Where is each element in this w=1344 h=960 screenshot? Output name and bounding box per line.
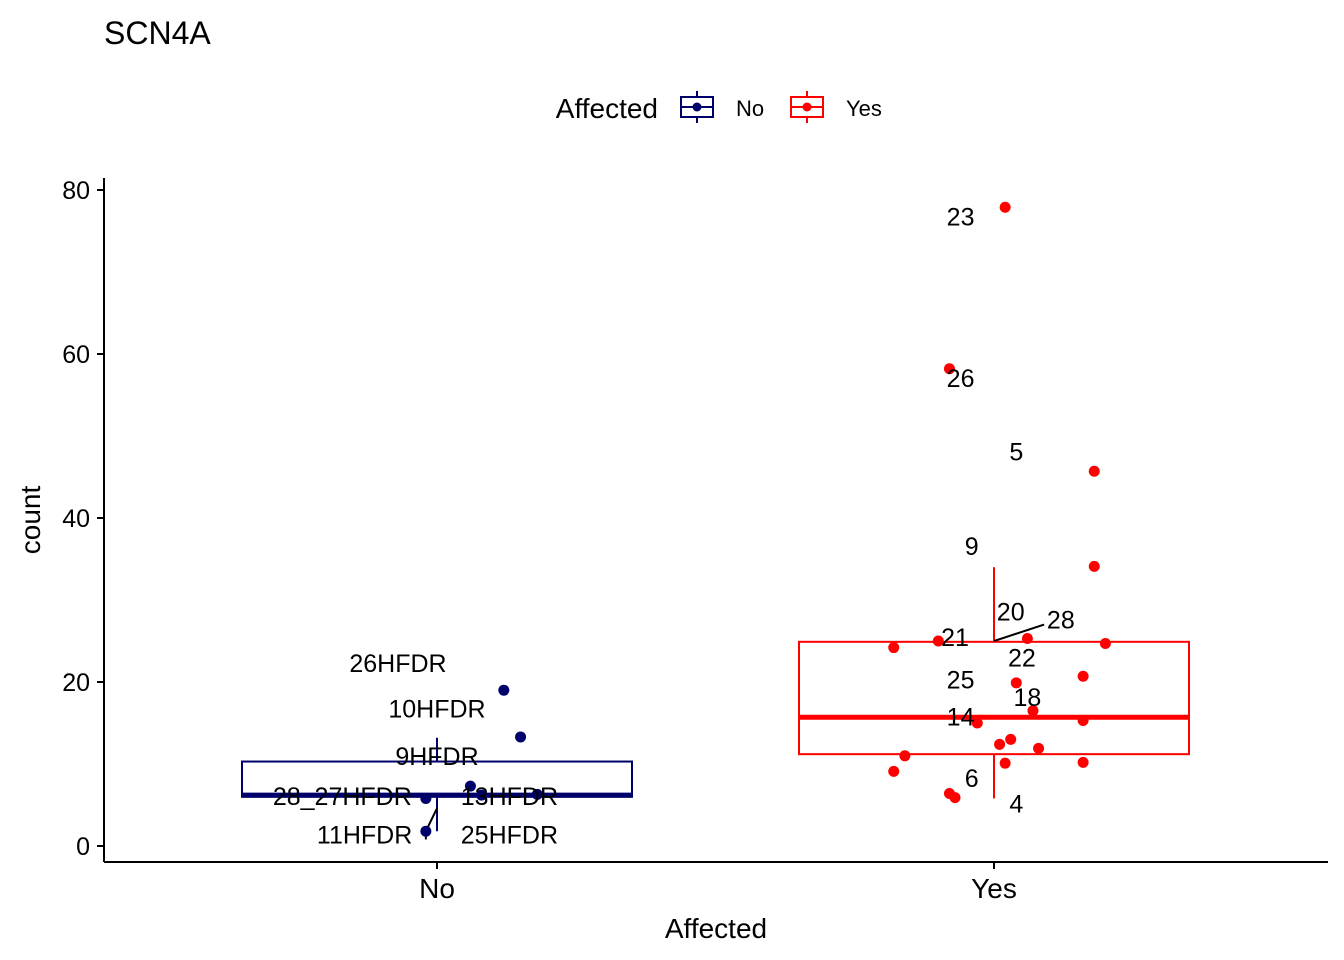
data-point-yes-19 (999, 757, 1011, 769)
y-tick-label: 40 (62, 505, 90, 533)
point-label: 20 (997, 599, 1025, 627)
data-point-yes-14 (1005, 733, 1017, 745)
data-point-yes-10 (1077, 670, 1089, 682)
point-label: 5 (1009, 439, 1023, 467)
y-tick-label: 20 (62, 669, 90, 697)
data-point-no-7 (420, 825, 432, 837)
x-ticks: No Yes (419, 862, 1017, 904)
data-point-yes-4 (1088, 560, 1100, 572)
data-point-yes-22 (949, 792, 961, 804)
point-label: 23 (947, 203, 975, 231)
point-label: 25 (947, 667, 975, 695)
x-axis-label: Affected (665, 913, 767, 944)
x-tick-label: Yes (971, 873, 1017, 904)
legend-label-yes: Yes (846, 96, 882, 121)
point-label: 26 (947, 365, 975, 393)
point-label: 28 (1047, 607, 1075, 635)
point-label: 6 (965, 765, 979, 793)
legend: Affected No Yes (556, 91, 882, 124)
legend-title: Affected (556, 93, 658, 124)
point-label: 13HFDR (461, 783, 558, 811)
data-point-no-2 (515, 731, 527, 743)
data-point-yes-18 (888, 765, 900, 777)
data-point-no-3 (464, 780, 476, 792)
data-point-yes-1 (999, 201, 1011, 213)
legend-key-point (802, 102, 812, 112)
point-label: 21 (941, 624, 969, 652)
y-ticks: 0 20 40 60 80 (62, 177, 104, 861)
data-point-no-5 (476, 789, 488, 801)
x-tick-label: No (419, 873, 455, 904)
point-label: 26HFDR (349, 650, 446, 678)
data-point-yes-20 (1077, 756, 1089, 768)
legend-key-no (680, 91, 714, 123)
y-axis-label: count (15, 486, 46, 555)
legend-key-point (692, 102, 702, 112)
legend-label-no: No (736, 96, 764, 121)
data-point-no-4 (420, 792, 432, 804)
data-point-yes-15 (994, 738, 1006, 750)
point-label: 9 (965, 533, 979, 561)
data-point-yes-3 (1088, 465, 1100, 477)
axes: 0 20 40 60 80 No Yes (62, 177, 1328, 904)
point-label: 10HFDR (388, 695, 485, 723)
data-point-no-6 (531, 788, 543, 800)
plot-area: 26HFDR 10HFDR 9HFDR 28_27HFDR 13HFDR 11HFDR 25… (241, 201, 1190, 850)
data-point-yes-12 (971, 717, 983, 729)
y-tick-label: 0 (76, 833, 90, 861)
point-label: 22 (1008, 644, 1036, 672)
point-label: 25HFDR (461, 822, 558, 850)
y-tick-label: 80 (62, 177, 90, 205)
data-point-no-1 (498, 684, 510, 696)
box-yes (798, 640, 1190, 756)
data-point-yes-16 (1033, 742, 1045, 754)
point-label: 9HFDR (395, 743, 478, 771)
chart-title: SCN4A (104, 15, 211, 51)
data-point-yes-2 (943, 363, 955, 375)
data-point-yes-7 (1099, 637, 1111, 649)
point-label: 14 (947, 703, 975, 731)
legend-key-yes (790, 91, 824, 123)
data-point-yes-9 (1010, 677, 1022, 689)
data-point-yes-6 (932, 635, 944, 647)
point-label: 18 (1014, 684, 1042, 712)
leader-line-28 (993, 623, 1045, 642)
data-point-yes-8 (888, 642, 900, 654)
data-point-yes-17 (899, 750, 911, 762)
data-point-yes-5 (1021, 633, 1033, 645)
data-point-yes-11 (1027, 705, 1039, 717)
y-tick-label: 60 (62, 341, 90, 369)
point-label: 4 (1009, 790, 1023, 818)
data-point-yes-13 (1077, 715, 1089, 727)
point-label: 11HFDR (317, 822, 412, 850)
point-label: 28_27HFDR (273, 783, 412, 811)
